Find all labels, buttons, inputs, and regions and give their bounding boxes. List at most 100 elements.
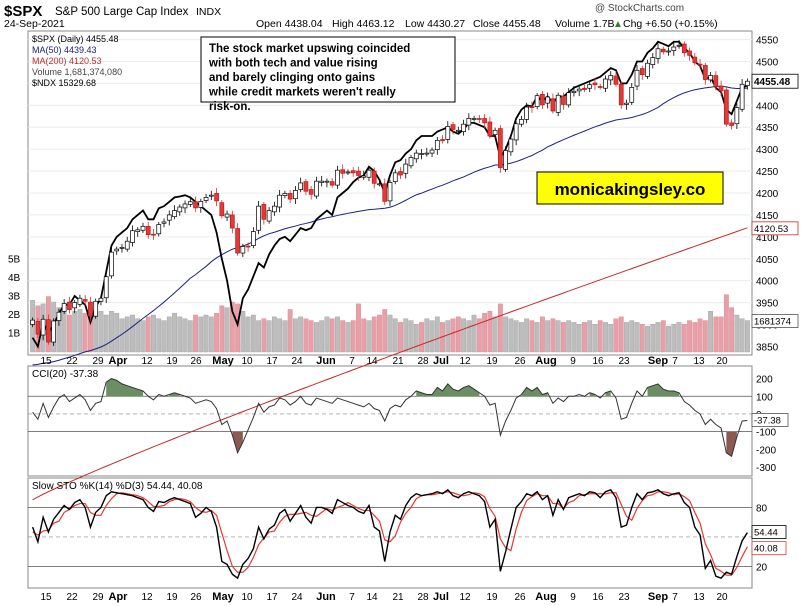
candle-body — [613, 75, 619, 85]
price-tick-label: 3950 — [756, 299, 779, 310]
x-axis-label: 17 — [266, 592, 278, 603]
volume-bar — [140, 320, 146, 353]
volume-bar — [681, 324, 687, 353]
candle-body — [224, 213, 230, 218]
x-axis-label: 14 — [366, 592, 378, 603]
legend-ndx: $NDX 15329.68 — [32, 78, 96, 88]
candle-body — [361, 175, 367, 178]
volume-bar — [718, 316, 724, 353]
volume-bar — [156, 318, 162, 353]
candle-body — [461, 123, 466, 132]
x-axis-label: 23 — [618, 592, 630, 603]
candle-body — [540, 94, 545, 106]
x-axis-label: 9 — [570, 356, 576, 367]
volume-bar — [240, 311, 246, 353]
candle-body — [240, 246, 246, 254]
candle-body — [182, 203, 188, 209]
ndx-group — [31, 40, 748, 349]
volume-bar — [82, 312, 88, 353]
candle-body — [40, 318, 46, 336]
ma200-last-box — [751, 221, 799, 236]
volume-bar — [387, 314, 393, 353]
candle-body — [172, 210, 177, 218]
x-axis-label: 21 — [392, 592, 404, 603]
volume-bar — [161, 320, 167, 353]
cci-fill — [169, 392, 180, 397]
volume-bar — [734, 314, 740, 353]
x-axis-label: 19 — [166, 356, 178, 367]
candle-body — [93, 300, 99, 317]
volume-bar — [124, 316, 130, 353]
x-axis-label: 13 — [693, 592, 705, 603]
brand-text: monicakingsley.co — [555, 180, 706, 199]
candle-body — [340, 169, 346, 174]
x-axis-label: 26 — [190, 592, 202, 603]
volume-bar — [308, 320, 314, 353]
candle-body — [655, 48, 661, 59]
ma200-group: 4120.53 — [32, 221, 799, 501]
candle-body — [455, 129, 461, 132]
x-axis-label: Sep — [648, 355, 668, 367]
x-axis-label: 16 — [592, 356, 604, 367]
volume-bar — [219, 305, 225, 353]
candle-body — [135, 229, 141, 232]
candle-body — [82, 299, 88, 302]
candle-body — [445, 126, 451, 140]
candle-body — [618, 83, 624, 106]
candle-body — [476, 118, 482, 120]
x-axis-label: Jun — [316, 591, 336, 603]
candle-body — [424, 152, 430, 155]
x-axis-label: 22 — [66, 592, 78, 603]
candle-body — [398, 171, 403, 176]
x-axis-label: 12 — [459, 592, 471, 603]
candle-body — [329, 181, 335, 186]
volume-bar — [687, 320, 692, 353]
volume-bar — [450, 318, 456, 353]
candle-body — [266, 210, 272, 222]
cci-fill — [647, 383, 680, 397]
volume-bar — [135, 318, 141, 353]
volume-bar — [576, 324, 582, 353]
annotation-box: The stock market upswing coincided with b… — [200, 36, 456, 113]
price-tick-label: 4100 — [756, 233, 779, 244]
volume-bar — [214, 312, 219, 353]
candle-body — [314, 180, 319, 197]
low-value: Low 4430.27 — [405, 18, 465, 30]
candle-body — [88, 301, 93, 317]
change-value: Chg +6.50 (+0.15%) — [623, 18, 718, 30]
candle-body — [166, 214, 172, 221]
candle-body — [666, 50, 671, 53]
candle-body — [298, 182, 304, 190]
x-axis-label: 28 — [417, 356, 429, 367]
ma50-group — [32, 85, 748, 366]
x-axis-label: 20 — [716, 592, 728, 603]
candle-body — [408, 157, 414, 167]
cci-legend: CCI(20) -37.38 — [32, 369, 99, 380]
candles: 4455.48 — [30, 40, 799, 346]
volume-bar — [224, 307, 230, 353]
volume-bar — [271, 316, 277, 353]
volume-bar — [350, 320, 356, 353]
candle-body — [156, 224, 162, 235]
ma50-line — [32, 85, 748, 366]
sto-k-last-label: 54.44 — [754, 528, 778, 539]
candle-body — [356, 170, 361, 176]
volume-bar — [634, 322, 640, 353]
candle-body — [440, 139, 445, 142]
volume-tick-label: 3B — [8, 292, 21, 303]
x-axis-label: 19 — [486, 592, 498, 603]
volume-bar — [203, 314, 209, 353]
candle-body — [67, 301, 72, 310]
volume-bar — [187, 320, 193, 353]
volume-bar — [645, 325, 650, 353]
candle-body — [524, 106, 529, 120]
cci-tick-label: -300 — [756, 463, 776, 474]
volume-bar — [676, 322, 682, 353]
volume-bar — [419, 322, 424, 353]
x-axis-sto: 15 22 29 Apr 12 19 26 May 10 17 24 Jun 7 14 21 28 Jul 12 1… — [40, 591, 728, 603]
x-axis-label: May — [212, 591, 234, 603]
volume-bar — [277, 318, 283, 353]
candle-body — [198, 200, 204, 208]
brand-frame — [536, 171, 724, 205]
